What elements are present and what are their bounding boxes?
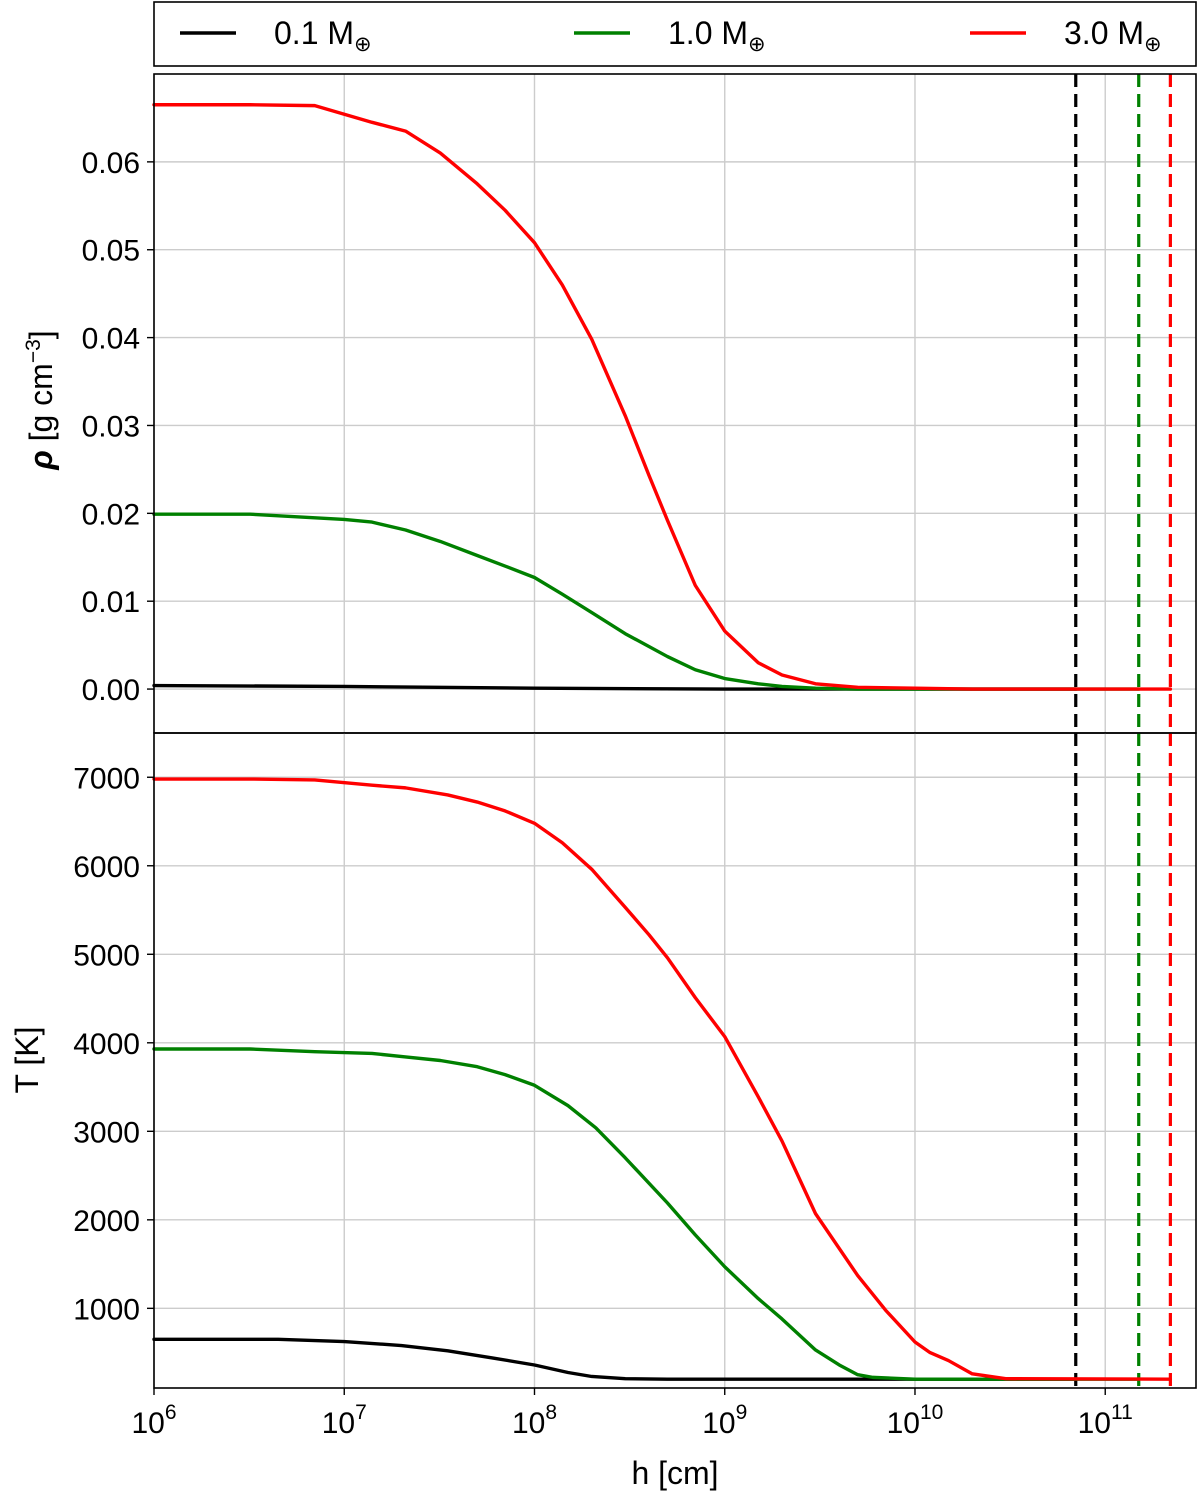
density-y-axis-title: ρ [g cm−3] xyxy=(22,330,59,470)
density-grid xyxy=(153,74,1196,733)
legend-label-2: 3.0 M⊕ xyxy=(1064,15,1162,56)
temperature-y-tick-label-6: 7000 xyxy=(73,762,140,795)
density-series-line-2 xyxy=(152,103,1173,691)
temperature-y-axis-title: T [K] xyxy=(9,1027,45,1094)
density-series xyxy=(152,103,1173,691)
temperature-y-tick-label-2: 3000 xyxy=(73,1116,140,1149)
density-y-tick-label-6: 0.06 xyxy=(82,147,140,180)
temperature-y-tick-label-4: 5000 xyxy=(73,939,140,972)
temperature-series-line-1 xyxy=(152,1047,1141,1381)
x-tick-label-1: 107 xyxy=(322,1401,367,1440)
temperature-reference-lines xyxy=(1074,733,1172,1388)
density-series-line-1 xyxy=(152,512,1141,691)
legend-label-0: 0.1 M⊕ xyxy=(274,15,372,56)
x-axis-title: h [cm] xyxy=(631,1455,718,1491)
density-panel: 0.00 0.01 0.02 0.03 0.04 0.05 0.06 ρ [g cm−3] xyxy=(22,73,1197,734)
temperature-y-tick-label-1: 2000 xyxy=(73,1205,140,1238)
x-tick-label-5: 1011 xyxy=(1078,1401,1133,1440)
temperature-series-line-0 xyxy=(152,1337,1078,1381)
density-y-tick-label-2: 0.02 xyxy=(82,498,140,531)
density-reference-lines xyxy=(1074,74,1172,733)
density-y-tick-label-1: 0.01 xyxy=(82,586,140,619)
temperature-grid xyxy=(153,733,1196,1388)
density-y-tick-label-5: 0.05 xyxy=(82,235,140,268)
x-tick-label-4: 1010 xyxy=(887,1401,944,1440)
temperature-y-tick-label-0: 1000 xyxy=(73,1293,140,1326)
temperature-series xyxy=(152,777,1173,1381)
temperature-y-tick-label-3: 4000 xyxy=(73,1028,140,1061)
temperature-series-line-2 xyxy=(152,777,1173,1381)
legend-frame xyxy=(153,1,1197,67)
legend: 0.1 M⊕ 1.0 M⊕ 3.0 M⊕ xyxy=(153,1,1197,67)
density-y-tick-label-4: 0.04 xyxy=(82,323,140,356)
x-ticks: 106 107 108 109 1010 1011 xyxy=(131,1388,1133,1440)
x-tick-label-2: 108 xyxy=(512,1401,557,1440)
temperature-y-ticks: 1000 2000 3000 4000 5000 6000 7000 xyxy=(73,762,154,1326)
x-tick-label-3: 109 xyxy=(702,1401,747,1440)
temperature-panel-frame xyxy=(153,732,1197,1389)
density-y-tick-label-3: 0.03 xyxy=(82,410,140,443)
legend-label-1: 1.0 M⊕ xyxy=(668,15,766,56)
x-tick-label-0: 106 xyxy=(131,1401,176,1440)
density-y-tick-label-0: 0.00 xyxy=(82,674,140,707)
density-y-ticks: 0.00 0.01 0.02 0.03 0.04 0.05 0.06 xyxy=(82,147,154,707)
density-panel-frame xyxy=(153,73,1197,734)
temperature-y-tick-label-5: 6000 xyxy=(73,851,140,884)
